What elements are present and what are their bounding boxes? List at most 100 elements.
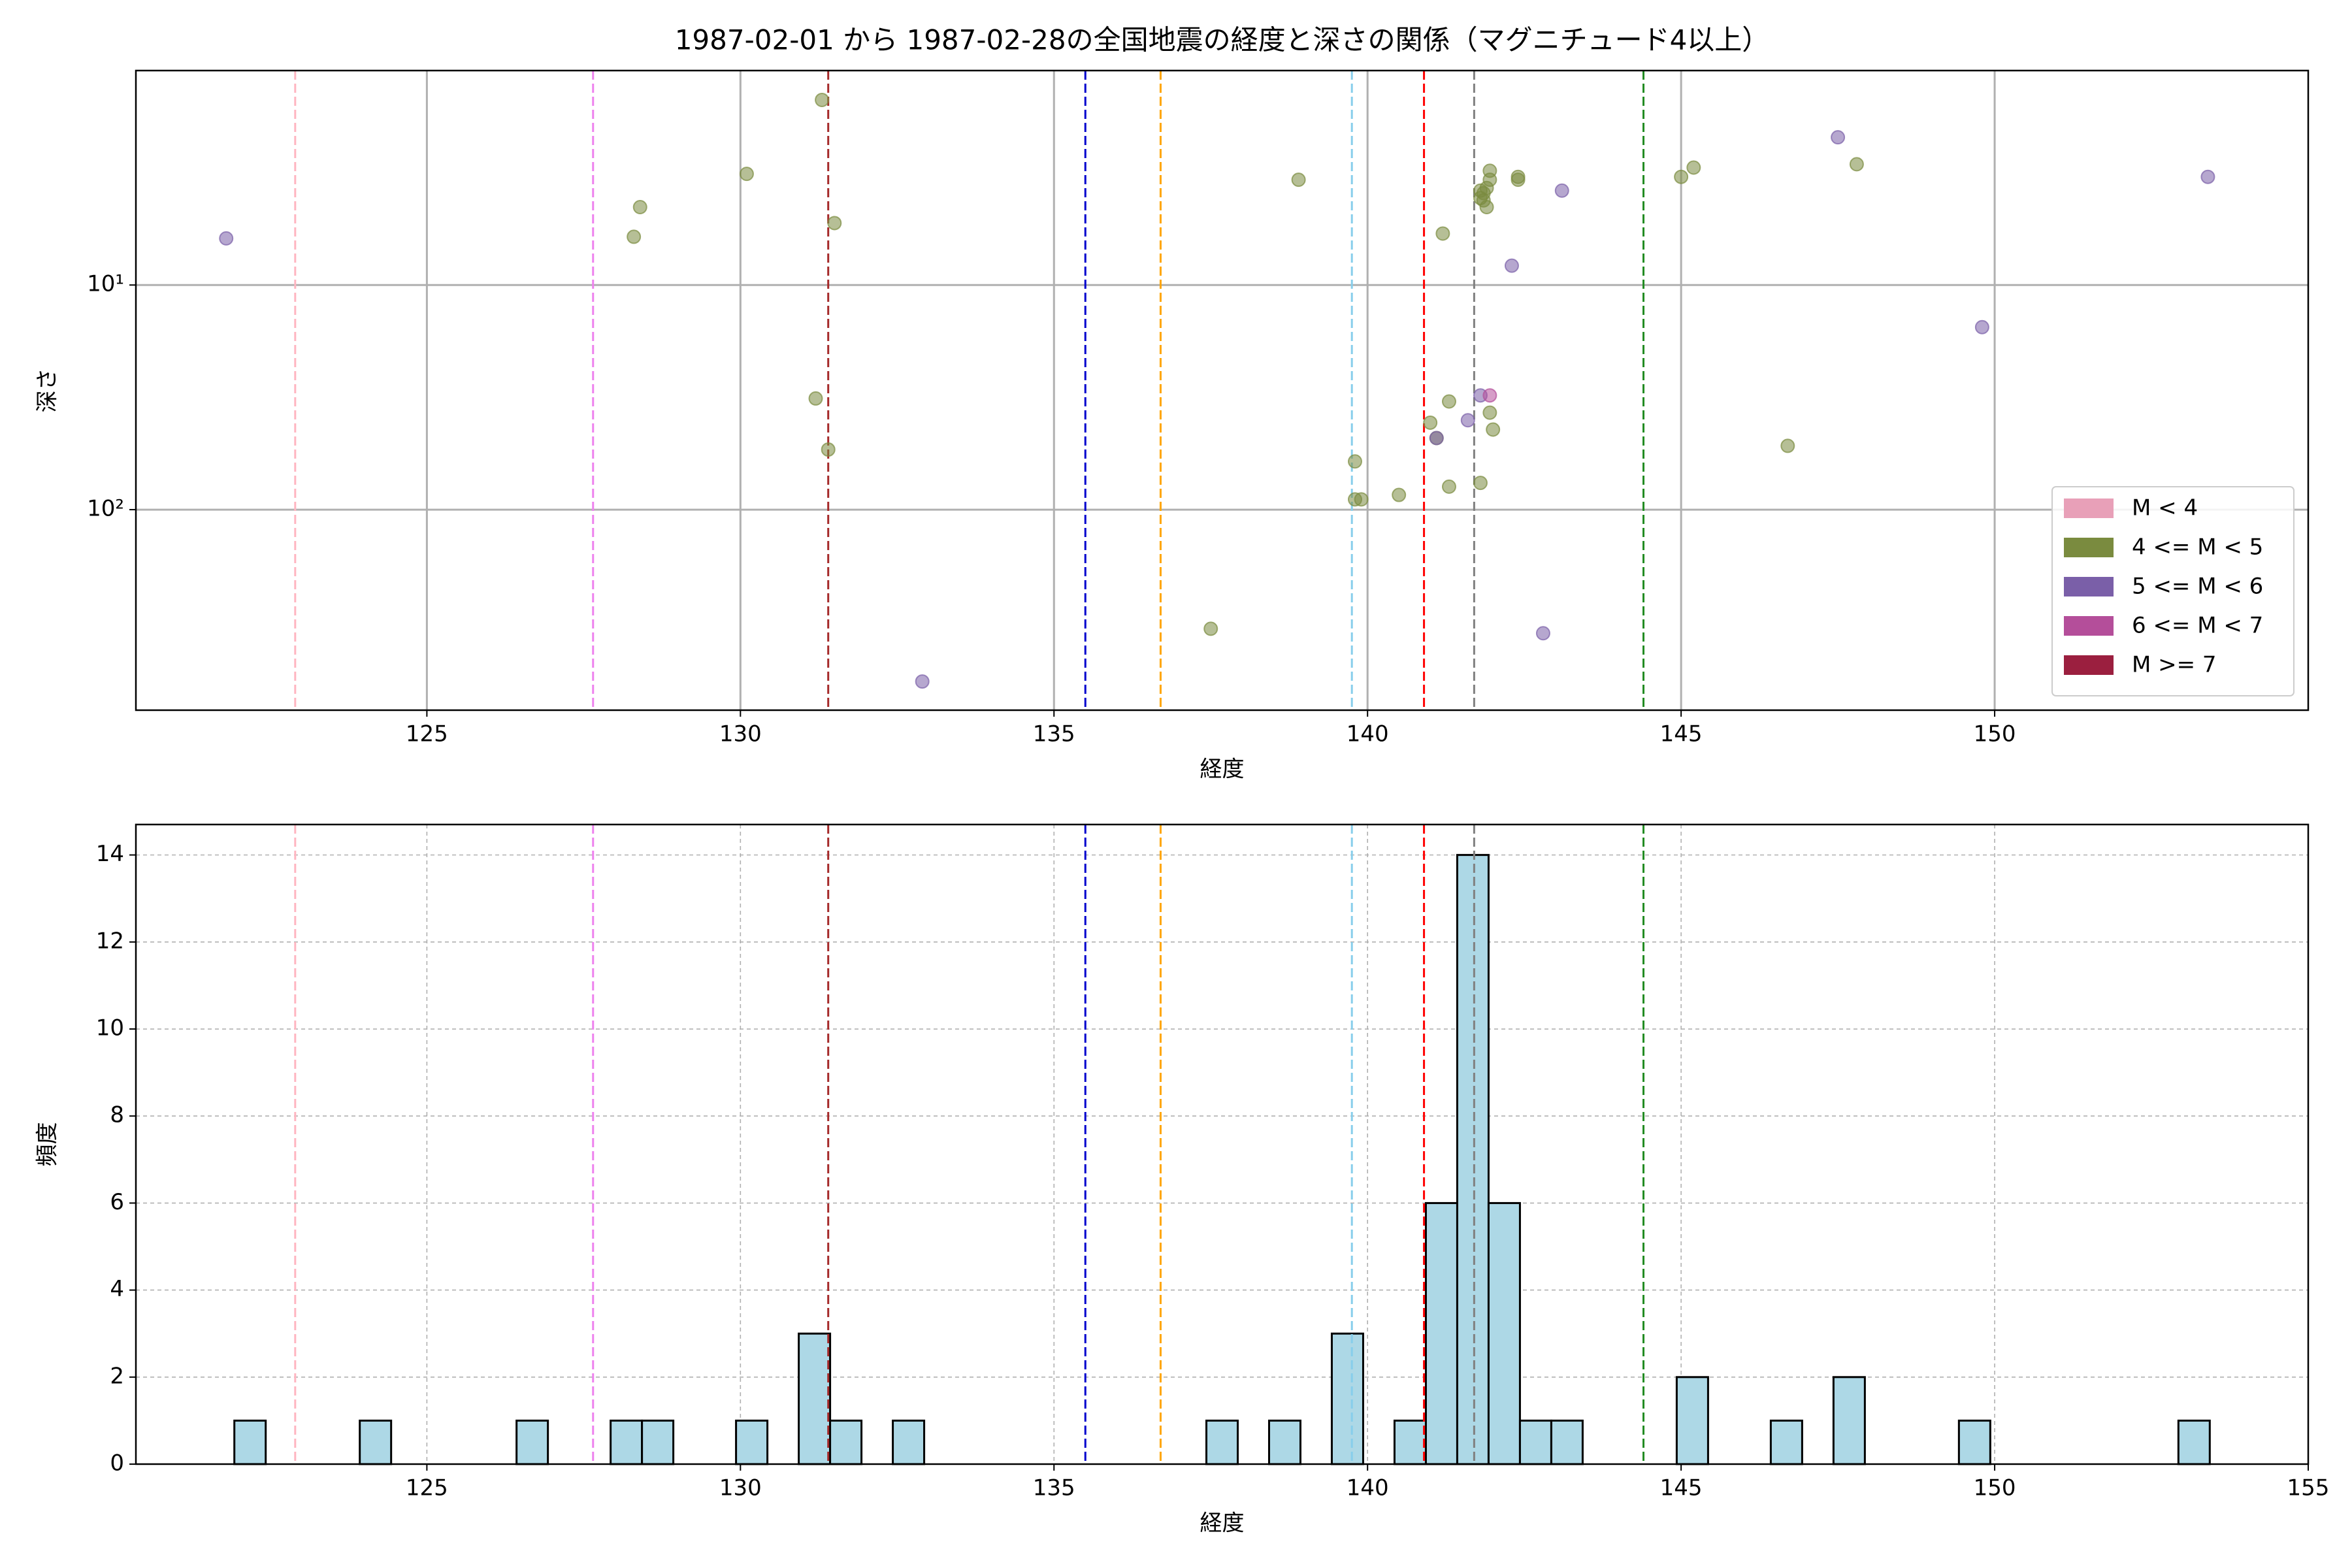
legend-label: 4 <= M < 5	[2132, 534, 2263, 561]
legend-label: M < 4	[2132, 495, 2198, 521]
point	[1486, 422, 1501, 437]
x-axis-label: 経度	[1200, 757, 1245, 783]
chart-title: 1987-02-01 から 1987-02-28の全国地震の経度と深さの関係（マ…	[675, 24, 1770, 56]
point	[627, 229, 642, 244]
bar	[610, 1419, 644, 1465]
point	[739, 167, 754, 182]
point	[1831, 130, 1846, 145]
legend-swatch	[2064, 616, 2114, 636]
legend-label: 6 <= M < 7	[2132, 613, 2263, 639]
bar	[1769, 1419, 1803, 1465]
point	[1423, 415, 1438, 430]
point	[827, 216, 842, 231]
point	[1441, 394, 1456, 409]
legend: M < 4 4 <= M < 5 5 <= M < 6 6 <= M < 7 M >= …	[2051, 486, 2295, 696]
bar	[1550, 1419, 1584, 1465]
x-tick-label: 140	[1347, 1475, 1389, 1501]
point	[1429, 431, 1444, 446]
point	[808, 391, 823, 406]
point	[1476, 186, 1491, 201]
bar	[1424, 1201, 1458, 1465]
x-tick-label: 145	[1660, 721, 1703, 747]
y-tick-label: 10¹	[87, 271, 124, 297]
bar	[1957, 1419, 1991, 1465]
y-axis-label: 深さ	[35, 368, 61, 413]
bar	[233, 1419, 267, 1465]
y-tick-label: 4	[110, 1276, 124, 1302]
point	[1674, 169, 1689, 184]
y-tick-label: 10²	[87, 496, 124, 522]
y-tick-label: 2	[110, 1363, 124, 1389]
bar	[1330, 1332, 1364, 1465]
legend-label: 5 <= M < 6	[2132, 574, 2263, 600]
point	[815, 92, 830, 107]
x-tick-label: 125	[406, 721, 448, 747]
y-axis-label: 頻度	[35, 1122, 61, 1167]
bar	[2177, 1419, 2211, 1465]
x-tick-label: 150	[1974, 721, 2016, 747]
y-tick-label: 14	[96, 841, 124, 867]
point	[1291, 172, 1306, 188]
bar	[641, 1419, 675, 1465]
x-tick-label: 130	[719, 721, 762, 747]
point	[1435, 226, 1450, 241]
point	[821, 442, 836, 457]
bar	[1267, 1419, 1301, 1465]
point	[1392, 487, 1407, 502]
bar	[735, 1419, 769, 1465]
bar	[1518, 1419, 1552, 1465]
point	[915, 674, 930, 689]
point	[219, 231, 234, 246]
x-tick-label: 140	[1347, 721, 1389, 747]
point	[1974, 319, 1989, 335]
legend-swatch	[2064, 538, 2114, 557]
x-tick-label: 135	[1033, 721, 1075, 747]
point	[1511, 172, 1526, 188]
point	[1535, 626, 1550, 641]
plot-frame	[135, 823, 2310, 1465]
point	[1441, 479, 1456, 494]
point	[1460, 413, 1475, 428]
bar	[1393, 1419, 1427, 1465]
point	[1686, 160, 1701, 175]
legend-label: M >= 7	[2132, 652, 2217, 678]
bar	[359, 1419, 393, 1465]
point	[632, 200, 647, 215]
point	[2200, 169, 2215, 184]
point	[1780, 438, 1795, 453]
plot-frame	[135, 69, 2310, 711]
point	[1354, 492, 1369, 507]
y-tick-label: 8	[110, 1102, 124, 1128]
bar	[1675, 1376, 1709, 1465]
y-tick-label: 10	[96, 1015, 124, 1041]
point	[1504, 258, 1519, 273]
x-tick-label: 150	[1974, 1475, 2016, 1501]
x-tick-label: 145	[1660, 1475, 1703, 1501]
bar	[798, 1332, 832, 1465]
bar	[829, 1419, 863, 1465]
bar	[1832, 1376, 1866, 1465]
point	[1482, 405, 1497, 420]
x-axis-label: 経度	[1200, 1511, 1245, 1537]
legend-swatch	[2064, 577, 2114, 596]
x-tick-label: 155	[2287, 1475, 2330, 1501]
point	[1849, 157, 1864, 172]
point	[1479, 200, 1494, 215]
point	[1482, 388, 1497, 403]
bar	[515, 1419, 549, 1465]
point	[1203, 621, 1218, 636]
y-tick-label: 0	[110, 1450, 124, 1477]
point	[1347, 454, 1362, 469]
point	[1482, 163, 1497, 178]
plot-area	[233, 825, 2211, 1465]
bar	[892, 1419, 926, 1465]
x-tick-label: 125	[406, 1475, 448, 1501]
x-tick-label: 135	[1033, 1475, 1075, 1501]
legend-swatch	[2064, 655, 2114, 675]
legend-swatch	[2064, 498, 2114, 518]
y-tick-label: 12	[96, 928, 124, 954]
bar	[1456, 854, 1490, 1465]
point	[1554, 183, 1569, 198]
